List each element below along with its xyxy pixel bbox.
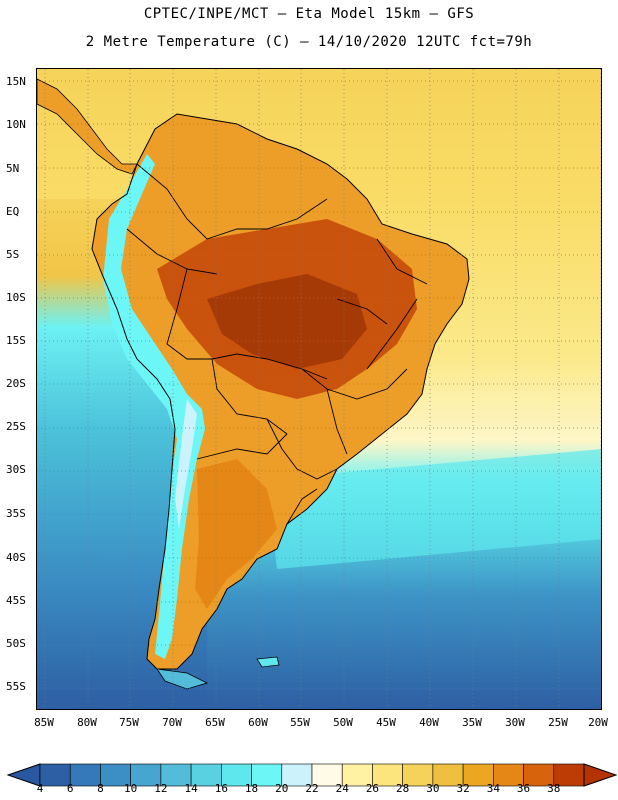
lon-label: 40W xyxy=(419,716,439,729)
andes-snow xyxy=(175,399,197,529)
tierra-del-fuego xyxy=(156,668,209,690)
colorbar-label: 26 xyxy=(365,782,380,795)
colorbar-boxes xyxy=(39,763,585,787)
colorbar-label: 8 xyxy=(97,782,104,795)
lat-label: EQ xyxy=(6,205,20,218)
lon-label: 50W xyxy=(333,716,353,729)
lat-label: 25S xyxy=(6,420,26,433)
map-canvas xyxy=(37,69,601,709)
lon-label: 25W xyxy=(548,716,568,729)
lat-label: 15N xyxy=(6,75,26,88)
colorbar-label: 28 xyxy=(396,782,410,795)
lon-label: 20W xyxy=(588,716,608,729)
colorbar-label: 32 xyxy=(456,782,470,795)
lon-label: 60W xyxy=(248,716,268,729)
lat-label: 50S xyxy=(6,637,26,650)
lat-label: 30S xyxy=(6,463,26,476)
colorbar-label: 14 xyxy=(184,782,198,795)
falkland-islands xyxy=(256,656,280,668)
central-america xyxy=(37,78,138,175)
cool-ocean-band xyxy=(267,449,601,569)
colorbar-label: 6 xyxy=(66,782,74,795)
andes-cool-strip xyxy=(103,154,205,659)
colorbar-high-arrow xyxy=(583,763,618,787)
lat-label: 10S xyxy=(6,291,26,304)
temperature-colorbar xyxy=(6,763,618,787)
lat-label: 45S xyxy=(6,594,26,607)
colorbar-label: 16 xyxy=(214,782,228,795)
colorbar-label: 10 xyxy=(124,782,138,795)
lat-label: 15S xyxy=(6,334,26,347)
coastline xyxy=(91,113,470,670)
lon-label: 45W xyxy=(376,716,396,729)
temperature-map xyxy=(36,68,602,710)
lon-label: 80W xyxy=(77,716,97,729)
colorbar-label: 22 xyxy=(305,782,319,795)
colorbar-label: 36 xyxy=(516,782,531,795)
lon-label: 70W xyxy=(162,716,182,729)
colorbar-label: 34 xyxy=(486,782,500,795)
lon-label: 75W xyxy=(119,716,139,729)
lat-label: 5N xyxy=(6,162,20,175)
lat-label: 20S xyxy=(6,377,26,390)
colorbar-label: 4 xyxy=(36,782,44,795)
map-title-line1: CPTEC/INPE/MCT – Eta Model 15km – GFS xyxy=(143,6,475,22)
lon-label: 30W xyxy=(505,716,525,729)
colorbar-label: 18 xyxy=(244,782,259,795)
lat-label: 10N xyxy=(6,118,26,131)
lon-label: 35W xyxy=(462,716,482,729)
lat-label: 35S xyxy=(6,507,26,520)
colorbar-label: 24 xyxy=(335,782,349,795)
lon-label: 85W xyxy=(34,716,54,729)
lat-label: 5S xyxy=(6,248,20,261)
colorbar-label: 30 xyxy=(426,782,440,795)
lon-label: 65W xyxy=(205,716,225,729)
map-title-line2: 2 Metre Temperature (C) – 14/10/2020 12U… xyxy=(85,34,533,50)
colorbar-label: 12 xyxy=(154,782,168,795)
amazon-hottest xyxy=(207,274,367,369)
lat-label: 55S xyxy=(6,680,26,693)
lon-label: 55W xyxy=(290,716,310,729)
patagonia-warm xyxy=(195,459,277,609)
colorbar-label: 20 xyxy=(275,782,289,795)
lat-label: 40S xyxy=(6,551,26,564)
colorbar-label: 38 xyxy=(547,782,561,795)
